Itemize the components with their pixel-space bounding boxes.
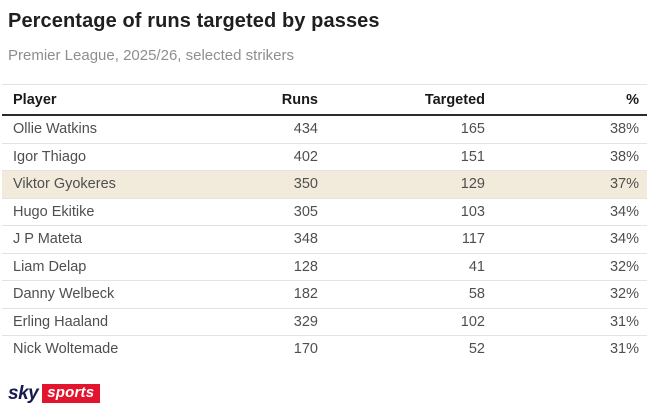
table-row: Nick Woltemade 170 52 31% [2,335,647,363]
pct-value: 34% [485,225,647,253]
targeted-value: 117 [318,225,485,253]
targeted-value: 151 [318,142,485,171]
player-name: Hugo Ekitike [2,197,162,226]
pct-value: 34% [485,197,647,226]
targeted-value: 102 [318,307,485,336]
pct-value: 31% [485,307,647,336]
table-row: Liam Delap 128 41 32% [2,252,647,281]
targeted-value: 129 [318,170,485,198]
pct-value: 31% [485,335,647,363]
pct-value: 37% [485,170,647,198]
player-name: Viktor Gyokeres [2,170,162,198]
targeted-value: 58 [318,280,485,308]
stats-table: Player Runs Targeted % Ollie Watkins 434… [2,84,647,363]
pct-value: 38% [485,142,647,171]
page-title: Percentage of runs targeted by passes [8,10,380,32]
targeted-value: 52 [318,335,485,363]
runs-value: 305 [162,197,318,226]
pct-value: 32% [485,252,647,281]
player-name: Nick Woltemade [2,335,162,363]
column-header-targeted: Targeted [318,84,485,116]
table-row: Danny Welbeck 182 58 32% [2,280,647,308]
column-header-player: Player [2,84,162,116]
table-header-row: Player Runs Targeted % [2,84,647,116]
player-name: Ollie Watkins [13,121,98,138]
player-name: J P Mateta [2,225,162,253]
player-name: Danny Welbeck [2,280,162,308]
runs-value: 182 [162,280,318,308]
runs-value: 128 [162,252,318,281]
table-row: Hugo Ekitike 305 103 34% [2,197,647,226]
player-name: Igor Thiago [2,142,162,171]
runs-value: 402 [162,142,318,171]
targeted-value: 41 [318,252,485,281]
table-row: Viktor Gyokeres 350 129 37% [2,170,647,198]
sky-logo-text: sky [8,383,39,404]
sky-sports-logo: sky sports [8,384,660,404]
column-header-runs: Runs [162,84,318,116]
runs-value: 329 [162,307,318,336]
runs-value: 434 [293,121,318,138]
table-row: Ollie Watkins 434 165 38% [2,115,647,143]
table-row: J P Mateta 348 117 34% [2,225,647,253]
runs-value: 350 [162,170,318,198]
player-name: Erling Haaland [2,307,162,336]
runs-value: 348 [162,225,318,253]
runs-value: 170 [162,335,318,363]
pct-value: 38% [609,121,639,138]
pct-value: 32% [485,280,647,308]
sports-logo-badge: sports [42,384,101,403]
targeted-value: 165 [460,121,485,138]
column-header-pct: % [485,84,647,116]
targeted-value: 103 [318,197,485,226]
table-row: Igor Thiago 402 151 38% [2,142,647,171]
table-row: Erling Haaland 329 102 31% [2,307,647,336]
player-name: Liam Delap [2,252,162,281]
page-subtitle: Premier League, 2025/26, selected strike… [8,47,294,64]
